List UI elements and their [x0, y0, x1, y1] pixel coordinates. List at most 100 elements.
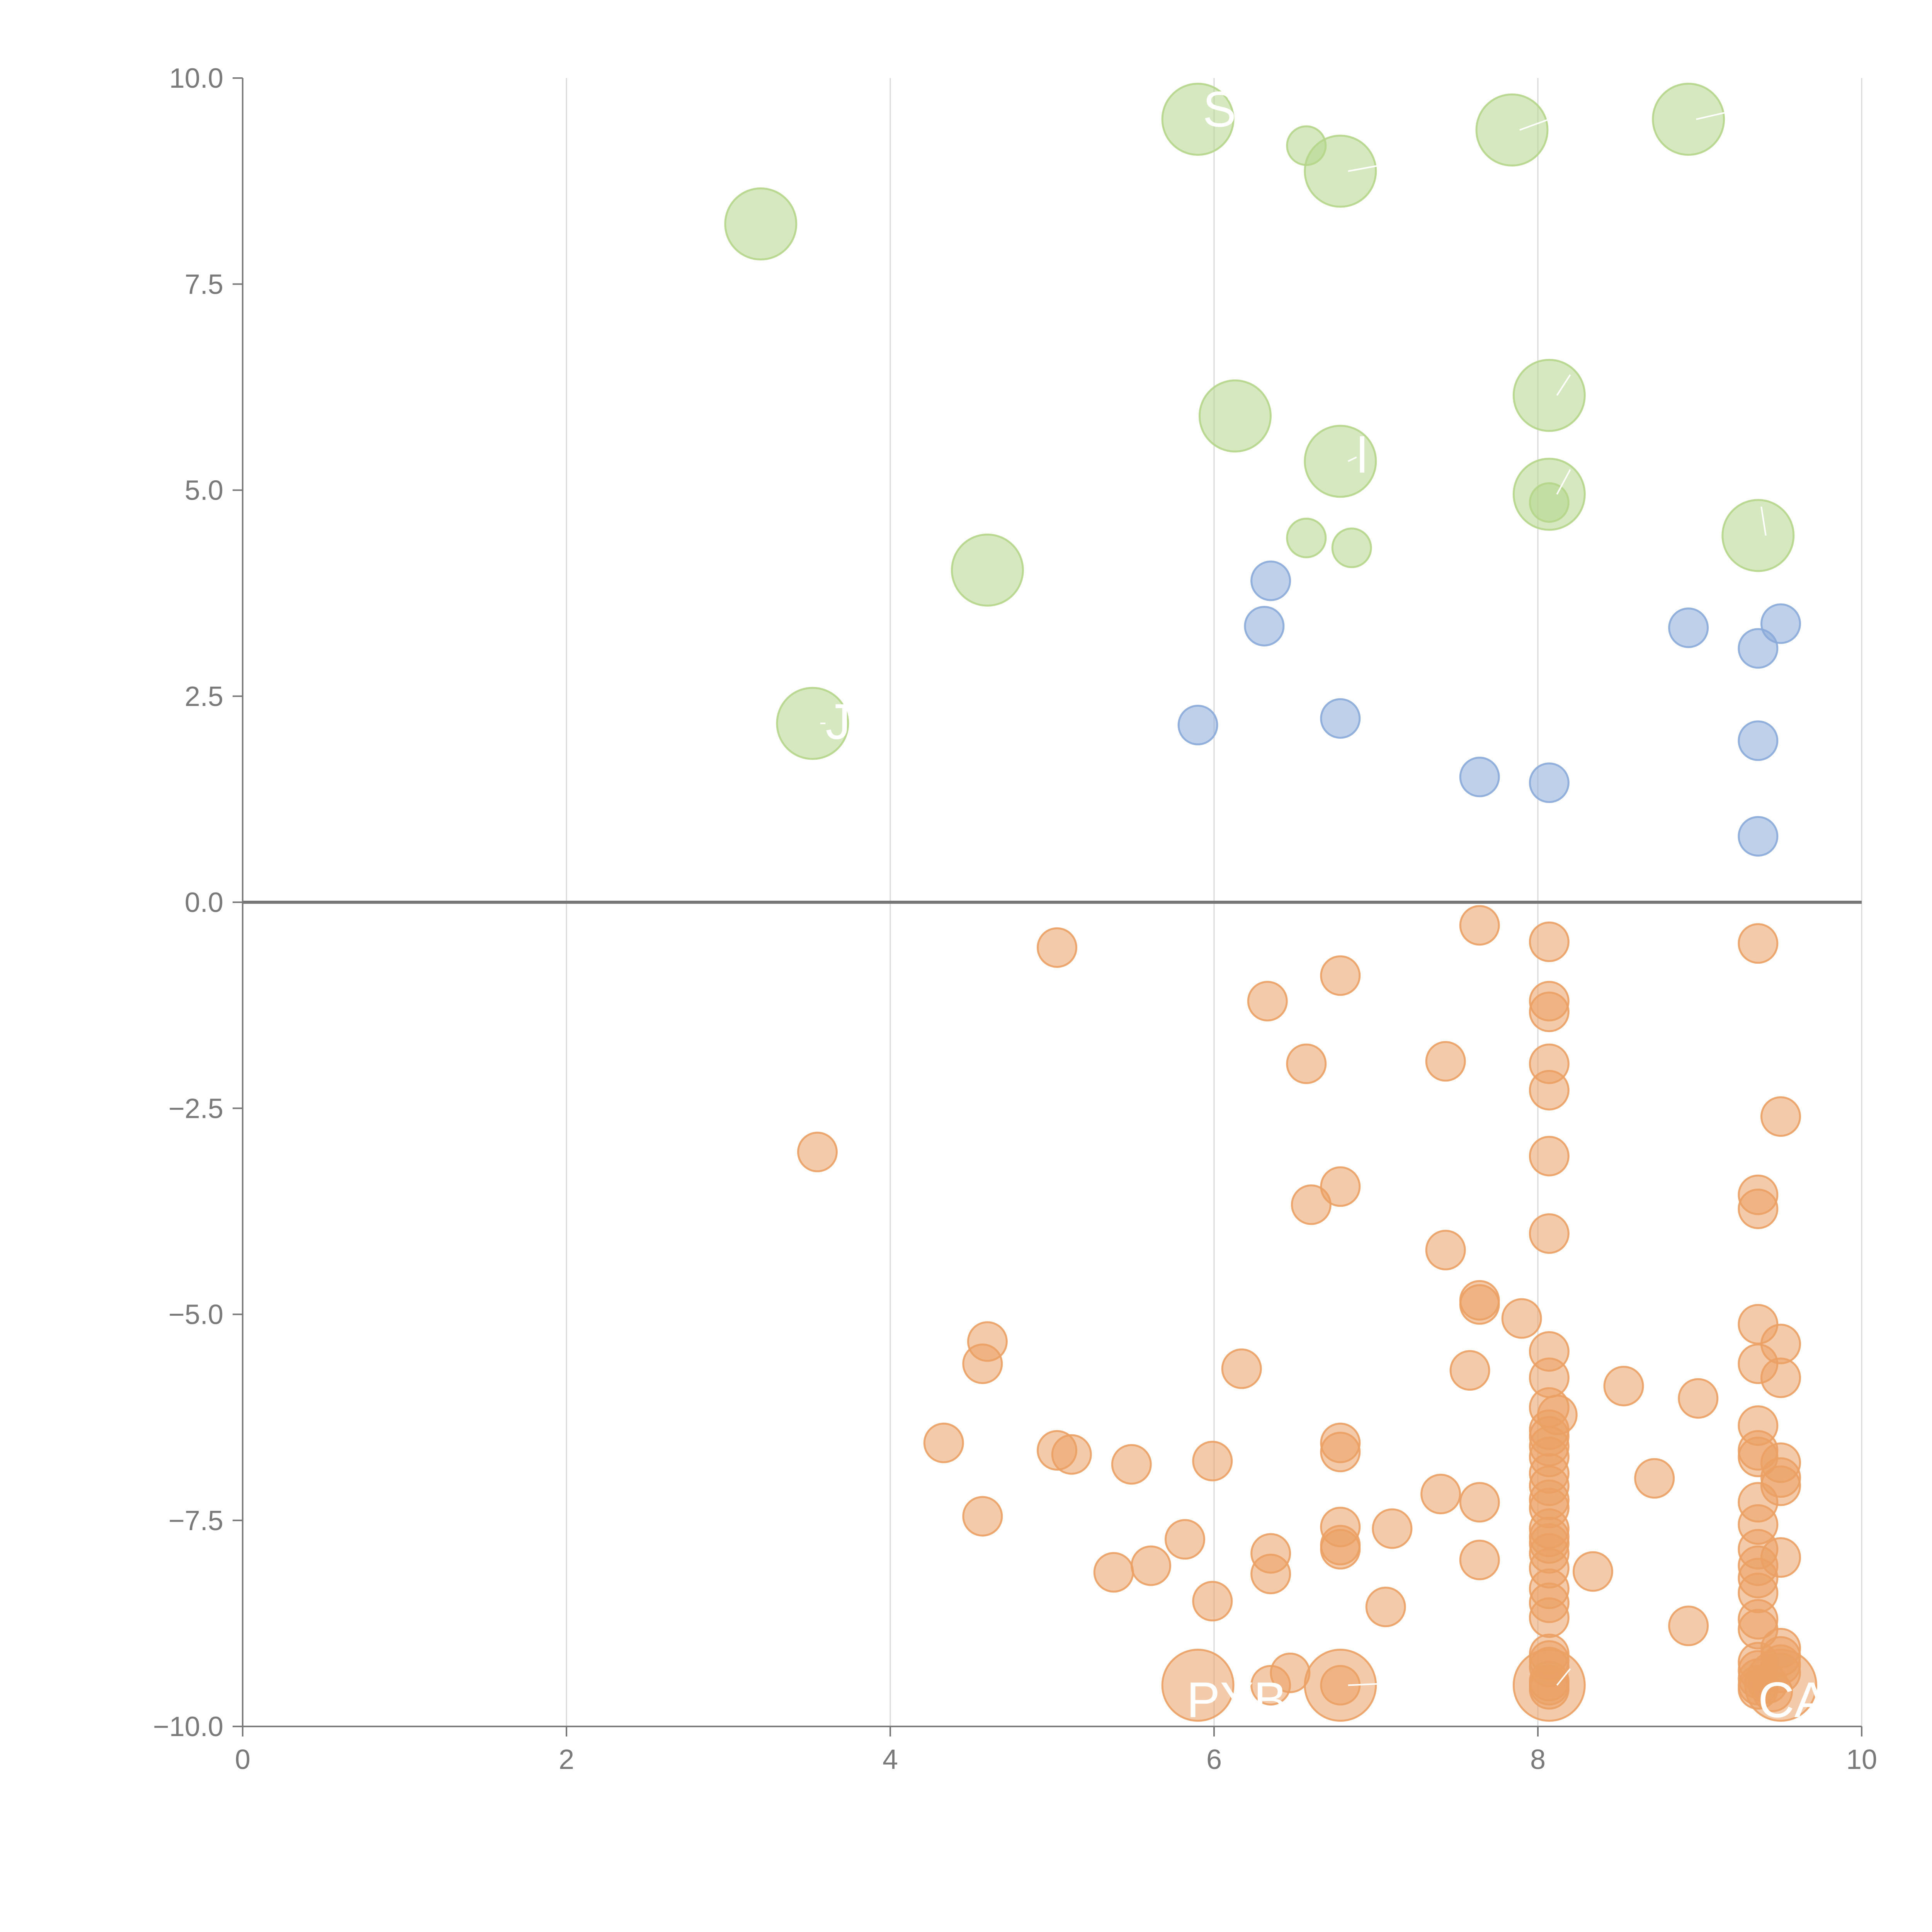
callout-leader-line — [1696, 110, 1733, 120]
blue-bubble — [1738, 628, 1779, 669]
orange-bubble — [1529, 1136, 1570, 1177]
blue-bubble — [1177, 704, 1218, 745]
orange-bubble — [1529, 1070, 1570, 1111]
orange-bubble — [1678, 1378, 1719, 1419]
green-bubble — [1475, 93, 1549, 167]
green-bubble — [1652, 83, 1725, 156]
blue-bubble — [1459, 757, 1500, 798]
orange-bubble — [1250, 1665, 1291, 1706]
callout-leader-line — [1556, 374, 1571, 396]
y-tick-label: −7.5 — [168, 1505, 223, 1536]
orange-bubble — [1529, 1597, 1570, 1638]
y-tick-label: −5.0 — [168, 1299, 223, 1330]
callout-leader-line — [1556, 1668, 1571, 1686]
orange-bubble — [1512, 1648, 1586, 1722]
blue-bubble — [1738, 720, 1779, 761]
orange-bubble — [1449, 1350, 1490, 1391]
bubble-label: PYB — [1187, 1672, 1287, 1728]
callout-leader-line — [1519, 118, 1550, 131]
callout-leader-line — [1347, 456, 1357, 462]
orange-bubble — [1738, 923, 1779, 964]
blue-bubble — [1738, 816, 1779, 857]
green-bubble — [1331, 527, 1372, 568]
axes: 0 2 4 6 8 10 10.0 7.5 5.0 2.5 0.0 −2.5 −5.0 −7.5 −10.0 — [153, 63, 1877, 1775]
bubble-label: b — [1424, 116, 1452, 173]
orange-bubble — [1320, 1166, 1361, 1207]
x-tick-label: 6 — [1206, 1744, 1222, 1775]
bubble-label: J — [825, 693, 850, 750]
green-bubble — [951, 533, 1024, 607]
orange-bubble — [1051, 1434, 1092, 1475]
orange-bubble — [1603, 1366, 1644, 1406]
orange-bubble — [1192, 1581, 1233, 1622]
bubble-label: l — [1357, 427, 1368, 483]
blue-bubble — [1529, 762, 1570, 803]
orange-bubble — [962, 1343, 1003, 1384]
orange-bubble — [1365, 1587, 1406, 1628]
green-bubble — [724, 187, 798, 261]
orange-bubble — [1161, 1648, 1235, 1722]
orange-bubble — [1037, 927, 1078, 968]
callout-leader-line — [1760, 506, 1767, 536]
green-bubble — [1721, 499, 1795, 572]
orange-bubble — [1320, 1432, 1361, 1473]
green-bubble — [1304, 134, 1377, 208]
bubble-layer — [724, 83, 1817, 1722]
orange-bubble — [1247, 981, 1288, 1022]
green-bubble — [1198, 379, 1272, 453]
orange-bubble — [797, 1131, 838, 1172]
x-tick-label: 2 — [559, 1744, 574, 1775]
y-tick-label: 2.5 — [185, 681, 223, 712]
orange-bubble — [1738, 1188, 1779, 1229]
x-tick-label: 4 — [883, 1744, 898, 1775]
y-tick-label: −2.5 — [168, 1093, 223, 1124]
orange-bubble — [1634, 1458, 1675, 1499]
orange-bubble — [1320, 1529, 1361, 1570]
orange-bubble — [1529, 1213, 1570, 1254]
orange-bubble — [1111, 1444, 1152, 1485]
orange-bubble — [962, 1496, 1003, 1537]
orange-bubble — [1459, 1539, 1500, 1580]
y-tick-label: 10.0 — [169, 63, 223, 94]
orange-bubble — [1420, 1473, 1461, 1514]
orange-bubble — [1221, 1348, 1262, 1389]
green-bubble — [1161, 83, 1235, 156]
orange-bubble — [1425, 1230, 1466, 1270]
x-tick-label: 8 — [1530, 1744, 1546, 1775]
blue-bubble — [1244, 605, 1285, 646]
y-tick-label: 7.5 — [185, 269, 223, 300]
orange-bubble — [1192, 1440, 1233, 1481]
bubble-label: Se — [1203, 81, 1264, 137]
y-tick-label: 0.0 — [185, 887, 223, 918]
orange-bubble — [1529, 921, 1570, 962]
blue-bubble — [1320, 698, 1361, 739]
green-bubble — [1512, 359, 1586, 432]
orange-bubble — [1165, 1519, 1206, 1560]
annotation-layer: Se b l J PYB CA — [820, 81, 1828, 1728]
green-bubble — [1529, 482, 1570, 523]
orange-bubble — [923, 1422, 964, 1463]
orange-bubble — [1459, 905, 1500, 946]
blue-bubble — [1668, 607, 1709, 648]
orange-bubble — [1291, 1184, 1332, 1225]
orange-bubble — [1459, 1482, 1500, 1523]
orange-bubble — [1320, 955, 1361, 996]
orange-bubble — [1744, 1648, 1817, 1722]
orange-bubble — [1286, 1043, 1327, 1084]
x-tick-label: 0 — [235, 1744, 250, 1775]
green-bubble — [1304, 425, 1377, 498]
y-tick-label: 5.0 — [185, 475, 223, 506]
orange-bubble — [1304, 1648, 1377, 1722]
orange-bubble — [1372, 1508, 1413, 1549]
orange-bubble — [1131, 1545, 1172, 1586]
callout-leader-line — [1348, 163, 1384, 172]
callout-leader-line — [1348, 1683, 1384, 1686]
orange-bubble — [1572, 1551, 1613, 1592]
green-bubble — [1286, 517, 1327, 558]
callout-leader-line — [1556, 469, 1571, 495]
bubble-label: CA — [1758, 1672, 1828, 1728]
orange-bubble — [1425, 1041, 1466, 1082]
x-tick-label: 10 — [1846, 1744, 1877, 1775]
